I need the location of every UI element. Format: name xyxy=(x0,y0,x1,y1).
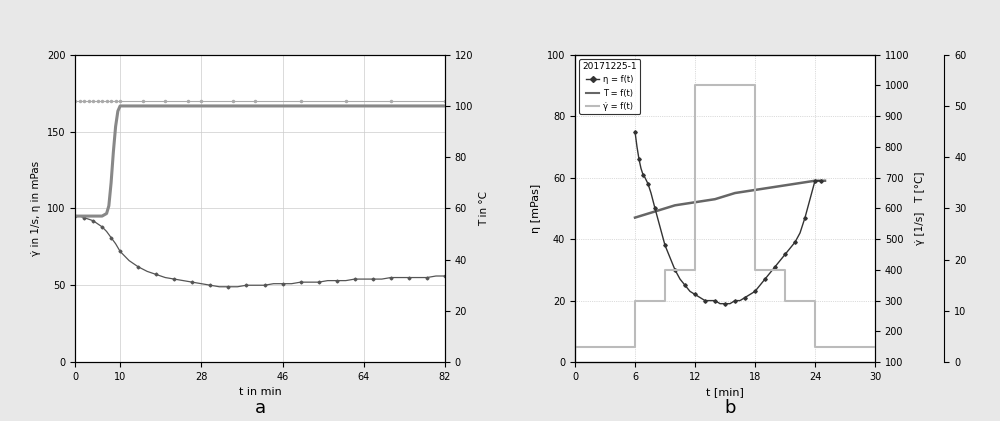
Y-axis label: γ̇ in 1/s, η in mPas: γ̇ in 1/s, η in mPas xyxy=(31,161,41,256)
Y-axis label: η [mPas]: η [mPas] xyxy=(531,184,541,233)
Y-axis label: T in °C: T in °C xyxy=(479,191,489,226)
Y-axis label: γ̇ [1/s]   T [°C]: γ̇ [1/s] T [°C] xyxy=(915,172,925,245)
Text: b: b xyxy=(724,399,736,417)
Legend: η = f(t), T = f(t), γ̇ = f(t): η = f(t), T = f(t), γ̇ = f(t) xyxy=(579,59,640,114)
Text: a: a xyxy=(254,399,266,417)
X-axis label: t in min: t in min xyxy=(239,387,281,397)
X-axis label: t [min]: t [min] xyxy=(706,387,744,397)
